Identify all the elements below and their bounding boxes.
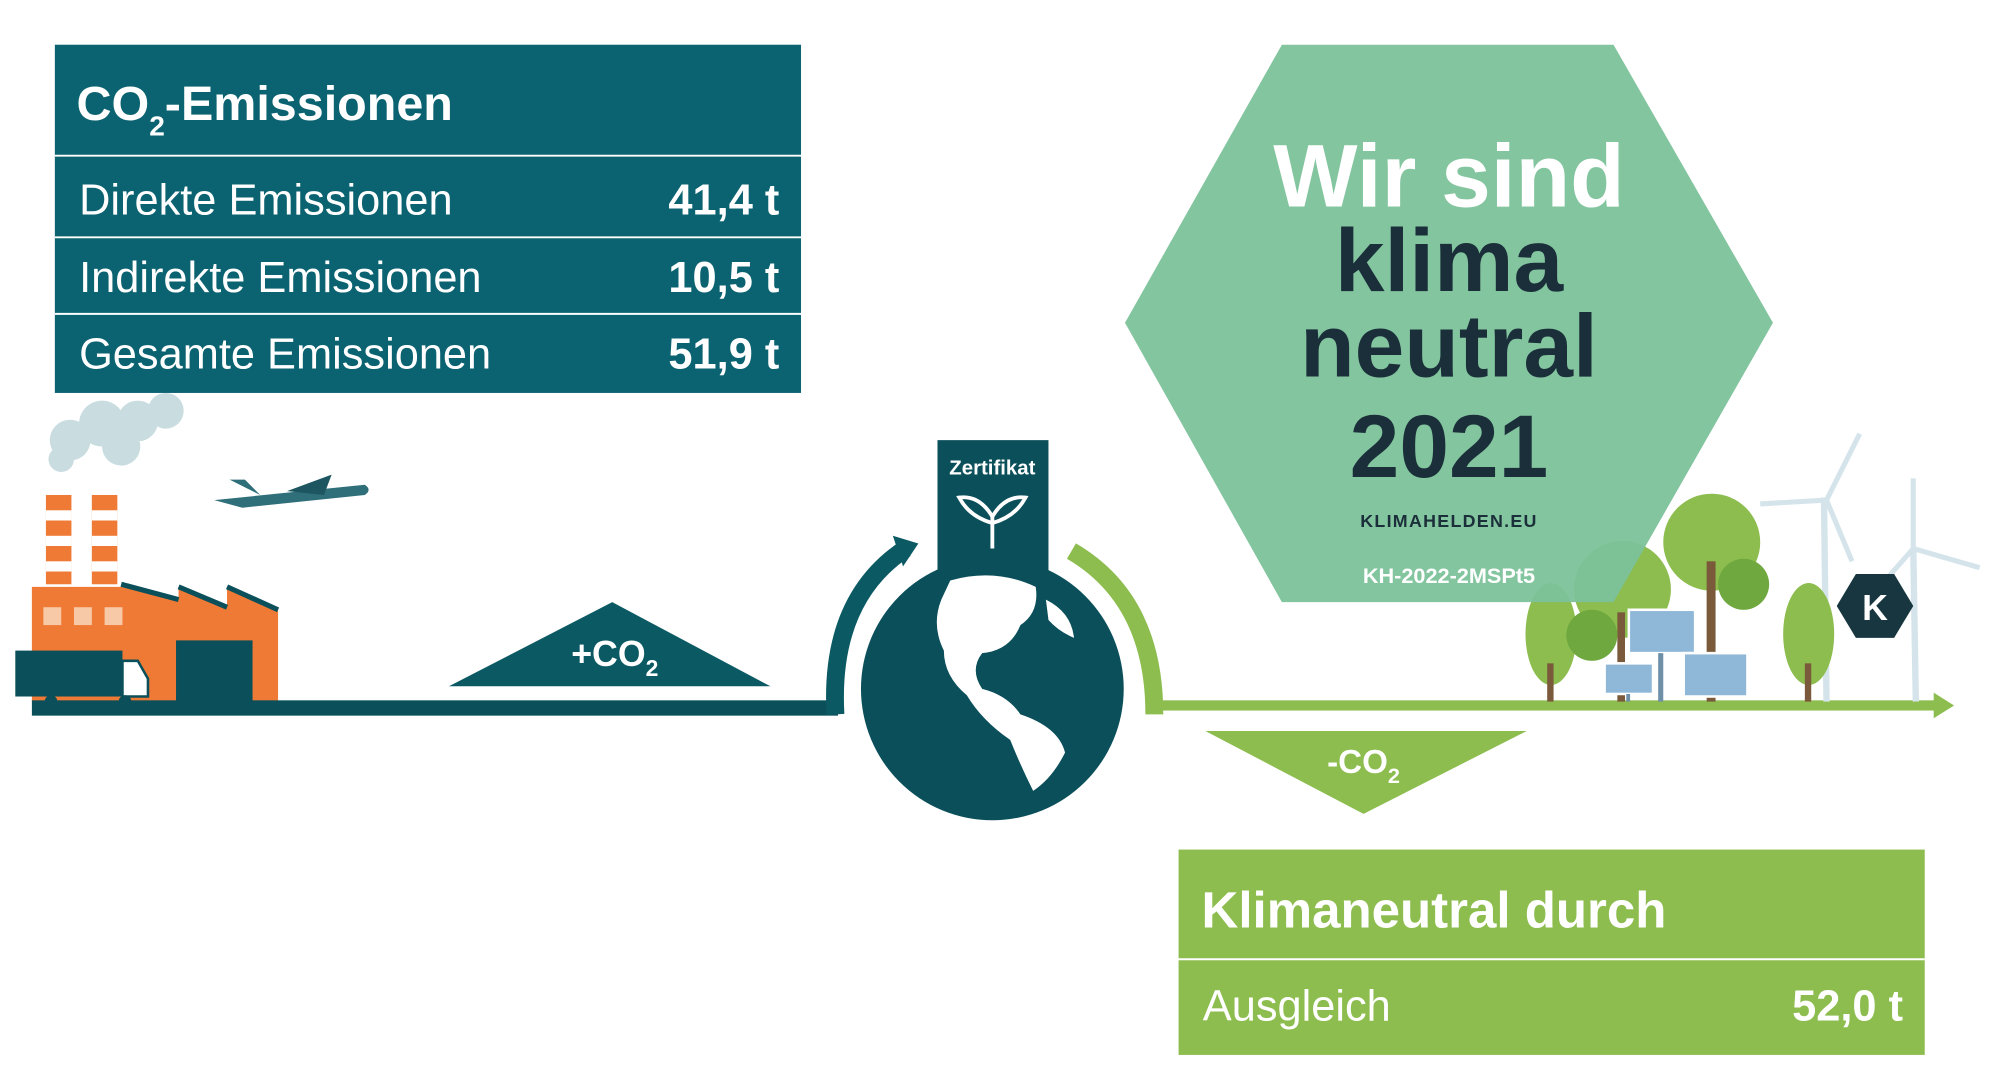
row-label: Direkte Emissionen xyxy=(79,176,453,224)
offset-line xyxy=(1145,700,1937,711)
badge: Wir sind klima neutral 2021 KLIMAHELDEN.… xyxy=(1125,44,1773,603)
offset-title: Klimaneutral durch xyxy=(1202,881,1667,938)
badge-site: KLIMAHELDEN.EU xyxy=(1360,511,1537,531)
emission-triangle xyxy=(448,602,771,687)
row-value: 10,5 t xyxy=(668,254,779,302)
title-text: CO xyxy=(77,77,150,131)
logo-letter: K xyxy=(1862,588,1888,628)
label: -CO xyxy=(1327,744,1388,781)
minus-co2: -CO2 xyxy=(1327,744,1400,788)
globe xyxy=(860,557,1124,821)
badge-line: neutral xyxy=(1300,295,1598,395)
badge-line: klima xyxy=(1335,210,1565,310)
arc-arrow xyxy=(892,535,919,567)
row-value: 41,4 t xyxy=(668,176,779,224)
arrowhead xyxy=(1933,692,1955,719)
certificate: Zertifikat xyxy=(937,440,1049,575)
label: +CO xyxy=(571,634,645,674)
title-text: -Emissionen xyxy=(165,77,453,131)
badge-id: KH-2022-2MSPt5 xyxy=(1363,563,1535,588)
nature-illustration: K xyxy=(1525,432,1981,702)
row-label: Indirekte Emissionen xyxy=(79,254,481,302)
offset-panel xyxy=(1178,849,1925,1055)
emission-line xyxy=(31,700,839,716)
factory-illustration xyxy=(15,392,369,708)
certificate-label: Zertifikat xyxy=(949,458,1035,480)
arc-left xyxy=(826,541,911,715)
subscript: 2 xyxy=(646,655,659,681)
arc-right xyxy=(1066,543,1164,715)
row-value: 52,0 t xyxy=(1792,982,1903,1030)
offset-triangle xyxy=(1205,730,1527,814)
row-label: Ausgleich xyxy=(1203,982,1391,1030)
subscript: 2 xyxy=(149,110,165,141)
emissions-box: CO2-Emissionen Direkte Emissionen 41,4 t… xyxy=(54,44,802,393)
badge-hexagon xyxy=(1125,44,1773,603)
badge-line: Wir sind xyxy=(1273,126,1624,226)
plus-co2: +CO2 xyxy=(571,634,658,681)
subscript: 2 xyxy=(1388,763,1400,788)
emissions-title: CO2-Emissionen xyxy=(77,77,453,141)
offset-box: Klimaneutral durch Ausgleich 52,0 t xyxy=(1178,849,1925,1055)
row-label: Gesamte Emissionen xyxy=(79,331,491,379)
badge-year: 2021 xyxy=(1350,396,1549,496)
row-value: 51,9 t xyxy=(668,331,779,379)
emissions-panel xyxy=(54,44,802,393)
